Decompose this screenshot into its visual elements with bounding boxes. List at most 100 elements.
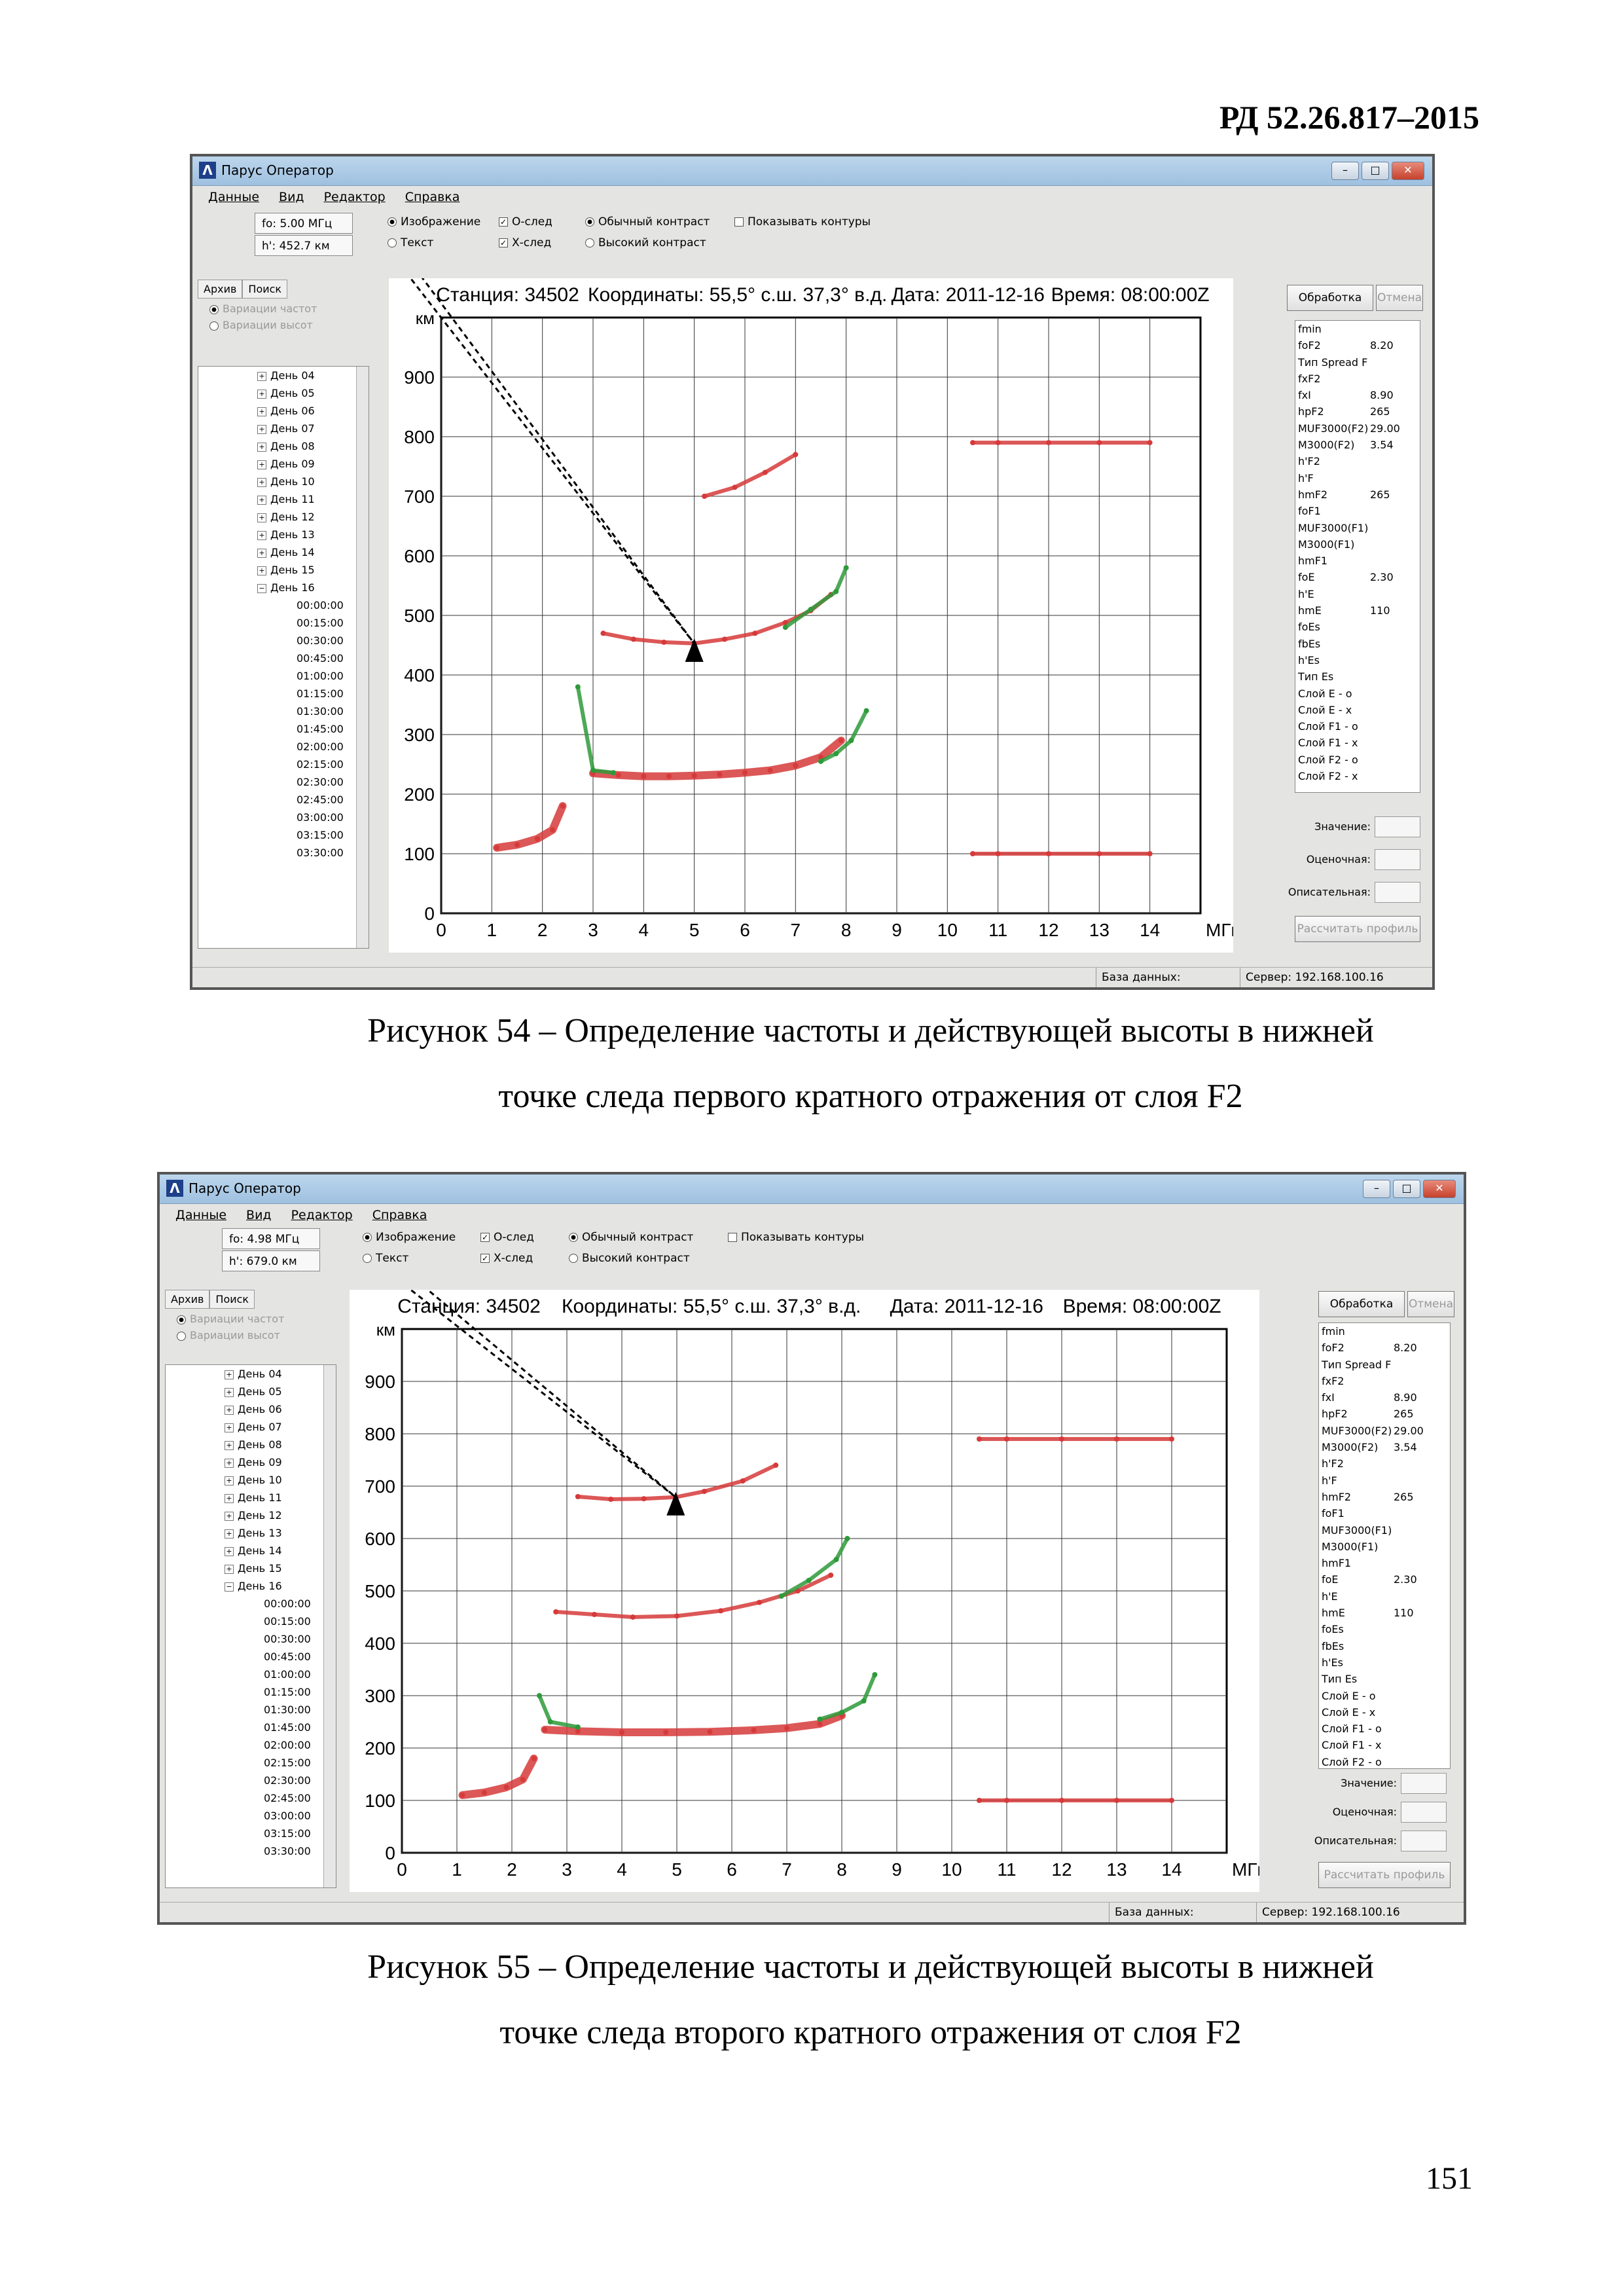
tree-day-item[interactable]: + День 05 bbox=[166, 1383, 336, 1400]
tree-day-item[interactable]: + День 04 bbox=[198, 367, 369, 384]
minimize-button[interactable]: – bbox=[1363, 1180, 1390, 1198]
minimize-button[interactable]: – bbox=[1331, 162, 1359, 180]
descriptive-select[interactable] bbox=[1375, 882, 1420, 903]
expand-icon[interactable]: + bbox=[257, 477, 266, 487]
image-radio[interactable]: Изображение bbox=[388, 215, 480, 228]
parameter-row[interactable]: Слой E - o bbox=[1295, 685, 1420, 702]
tree-scrollbar[interactable] bbox=[356, 367, 369, 948]
tree-time-item[interactable]: 00:30:00 bbox=[297, 634, 344, 647]
parameter-row[interactable]: Слой E - x bbox=[1295, 702, 1420, 718]
tree-time-item[interactable]: 03:00:00 bbox=[297, 811, 344, 824]
expand-icon[interactable]: + bbox=[225, 1405, 234, 1415]
tree-day-item[interactable]: + День 14 bbox=[166, 1542, 336, 1559]
expand-icon[interactable]: + bbox=[257, 371, 266, 381]
tree-day-item[interactable]: + День 15 bbox=[166, 1559, 336, 1577]
parameter-row[interactable]: hpF2 265 bbox=[1319, 1406, 1450, 1422]
expand-icon[interactable]: + bbox=[257, 530, 266, 540]
tree-time-item[interactable]: 00:00:00 bbox=[297, 599, 344, 611]
tree-time-item[interactable]: 02:00:00 bbox=[264, 1739, 311, 1751]
tree-time-item[interactable]: 02:15:00 bbox=[297, 758, 344, 771]
menu-editor[interactable]: Редактор bbox=[323, 190, 386, 204]
rating-select[interactable] bbox=[1401, 1802, 1447, 1823]
cancel-button[interactable]: Отмена bbox=[1376, 285, 1423, 311]
parameter-row[interactable]: M3000(F1) bbox=[1295, 536, 1420, 553]
x-trace-checkbox[interactable]: ✓ Х-след bbox=[480, 1252, 533, 1265]
expand-icon[interactable]: + bbox=[225, 1493, 234, 1503]
value-input[interactable] bbox=[1401, 1773, 1447, 1794]
expand-icon[interactable]: + bbox=[257, 460, 266, 469]
close-button[interactable]: ✕ bbox=[1392, 162, 1424, 180]
parameter-row[interactable]: fxI 8.90 bbox=[1319, 1389, 1450, 1406]
parameter-row[interactable]: MUF3000(F2) 29.00 bbox=[1295, 420, 1420, 437]
text-radio[interactable]: Текст bbox=[388, 236, 433, 249]
parameter-row[interactable]: Слой F1 - x bbox=[1319, 1737, 1450, 1753]
tree-time-item[interactable]: 01:45:00 bbox=[264, 1721, 311, 1734]
tree-time-item[interactable]: 03:15:00 bbox=[264, 1827, 311, 1840]
parameter-row[interactable]: h'E bbox=[1295, 586, 1420, 602]
parameter-row[interactable]: fxF2 bbox=[1295, 371, 1420, 387]
tree-day-item[interactable]: + День 11 bbox=[166, 1489, 336, 1506]
rating-select[interactable] bbox=[1375, 849, 1420, 870]
expand-icon[interactable]: + bbox=[257, 566, 266, 575]
calc-profile-button[interactable]: Рассчитать профиль bbox=[1318, 1862, 1451, 1888]
parameter-row[interactable]: M3000(F2) 3.54 bbox=[1319, 1439, 1450, 1455]
tree-day-item[interactable]: + День 09 bbox=[198, 455, 369, 473]
parameter-row[interactable]: foEs bbox=[1319, 1621, 1450, 1637]
parameter-row[interactable]: MUF3000(F1) bbox=[1295, 520, 1420, 536]
tree-time-item[interactable]: 02:00:00 bbox=[297, 740, 344, 753]
expand-icon[interactable]: + bbox=[225, 1564, 234, 1574]
parameter-row[interactable]: fxF2 bbox=[1319, 1373, 1450, 1389]
tab-search[interactable]: Поиск bbox=[242, 280, 288, 299]
process-button[interactable]: Обработка bbox=[1287, 285, 1373, 311]
parameter-row[interactable]: Тип Spread F bbox=[1295, 354, 1420, 371]
parameter-row[interactable]: Слой F1 - o bbox=[1295, 718, 1420, 735]
menu-help[interactable]: Справка bbox=[405, 190, 460, 204]
parameter-row[interactable]: hmF1 bbox=[1319, 1555, 1450, 1571]
parameter-row[interactable]: foF1 bbox=[1319, 1505, 1450, 1522]
expand-icon[interactable]: + bbox=[257, 548, 266, 558]
tree-time-item[interactable]: 01:15:00 bbox=[297, 687, 344, 700]
expand-icon[interactable]: + bbox=[257, 389, 266, 399]
menu-data[interactable]: Данные bbox=[208, 190, 260, 204]
parameter-row[interactable]: Слой E - x bbox=[1319, 1704, 1450, 1721]
tree-time-item[interactable]: 01:00:00 bbox=[297, 670, 344, 682]
parameter-row[interactable]: Тип Spread F bbox=[1319, 1357, 1450, 1373]
parameter-row[interactable]: h'F2 bbox=[1319, 1455, 1450, 1472]
cancel-button[interactable]: Отмена bbox=[1407, 1291, 1454, 1317]
expand-icon[interactable]: + bbox=[225, 1458, 234, 1468]
expand-icon[interactable]: + bbox=[225, 1511, 234, 1521]
freq-variation-radio[interactable]: Вариации частот bbox=[209, 302, 369, 315]
tree-day-item[interactable]: + День 10 bbox=[198, 473, 369, 490]
parameter-row[interactable]: Слой F2 - o bbox=[1319, 1754, 1450, 1768]
expand-icon[interactable]: + bbox=[225, 1387, 234, 1397]
height-variation-radio[interactable]: Вариации высот bbox=[209, 319, 369, 331]
parameter-row[interactable]: hmF1 bbox=[1295, 553, 1420, 569]
parameter-row[interactable]: foF2 8.20 bbox=[1319, 1339, 1450, 1356]
tree-day-item[interactable]: + День 11 bbox=[198, 490, 369, 508]
o-trace-checkbox[interactable]: ✓ О-след bbox=[499, 215, 552, 228]
menu-view[interactable]: Вид bbox=[246, 1208, 272, 1222]
tree-day-item[interactable]: − День 16 bbox=[198, 579, 369, 596]
tree-day-item[interactable]: + День 06 bbox=[166, 1400, 336, 1418]
parameter-row[interactable]: hmF2 265 bbox=[1295, 486, 1420, 503]
parameter-row[interactable]: fmin bbox=[1319, 1323, 1450, 1339]
maximize-button[interactable]: □ bbox=[1393, 1180, 1420, 1198]
tab-archive[interactable]: Архив bbox=[198, 280, 243, 299]
expand-icon[interactable]: + bbox=[257, 424, 266, 434]
tree-day-item[interactable]: + День 12 bbox=[198, 508, 369, 526]
process-button[interactable]: Обработка bbox=[1318, 1291, 1405, 1317]
x-trace-checkbox[interactable]: ✓ Х-след bbox=[499, 236, 552, 249]
tree-day-item[interactable]: + День 07 bbox=[198, 420, 369, 437]
parameter-row[interactable]: hmE 110 bbox=[1295, 602, 1420, 619]
expand-icon[interactable]: + bbox=[225, 1423, 234, 1432]
parameter-row[interactable]: Слой F2 - x bbox=[1295, 768, 1420, 784]
parameter-row[interactable]: h'Es bbox=[1319, 1654, 1450, 1671]
tab-archive[interactable]: Архив bbox=[165, 1290, 210, 1309]
parameter-row[interactable]: MUF3000(F1) bbox=[1319, 1522, 1450, 1539]
parameter-row[interactable]: fbEs bbox=[1295, 636, 1420, 652]
tree-time-item[interactable]: 00:00:00 bbox=[264, 1597, 311, 1610]
expand-icon[interactable]: + bbox=[257, 442, 266, 452]
tree-time-item[interactable]: 01:15:00 bbox=[264, 1686, 311, 1698]
maximize-button[interactable]: □ bbox=[1362, 162, 1389, 180]
tree-day-item[interactable]: + День 07 bbox=[166, 1418, 336, 1436]
